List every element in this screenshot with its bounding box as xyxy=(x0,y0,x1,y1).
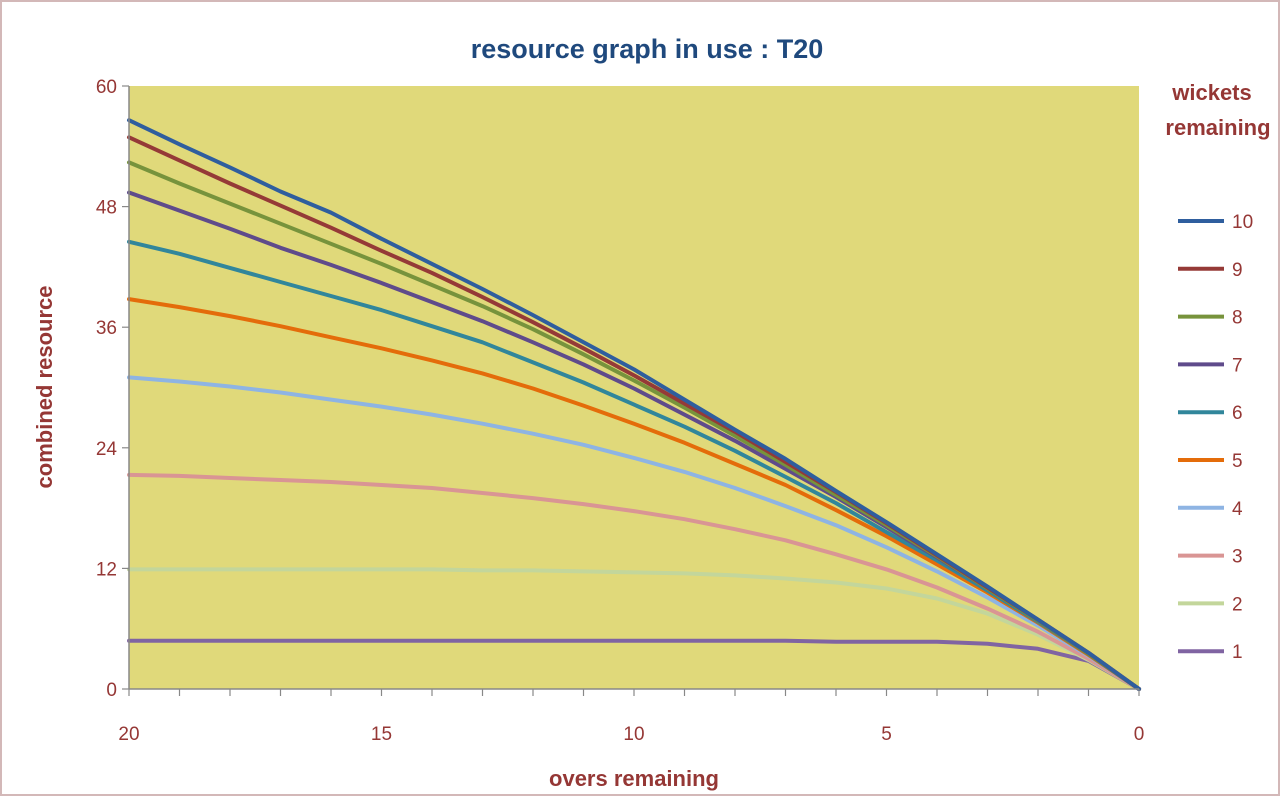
legend: 10 9 8 7 6 5 4 3 2 1 xyxy=(1178,212,1253,663)
x-axis-label: overs remaining xyxy=(549,766,719,791)
series-line-1-wickets xyxy=(127,638,1141,691)
x-tick-label: 20 xyxy=(118,724,139,745)
series-line-5-wickets xyxy=(127,297,1141,691)
legend-title-line-1: wickets xyxy=(1171,80,1252,105)
x-tick-label: 10 xyxy=(623,724,644,745)
legend-label: 4 xyxy=(1232,499,1243,520)
y-tick-label: 60 xyxy=(96,77,117,98)
legend-label: 2 xyxy=(1232,594,1243,615)
legend-label: 1 xyxy=(1232,642,1243,663)
series-layer xyxy=(127,118,1141,691)
y-axis-label: combined resource xyxy=(32,286,57,489)
legend-label: 8 xyxy=(1232,308,1243,329)
legend-item-2: 2 xyxy=(1178,594,1243,615)
series-line-3-wickets xyxy=(127,472,1141,691)
legend-label: 5 xyxy=(1232,451,1243,472)
legend-item-1: 1 xyxy=(1178,642,1243,663)
legend-label: 7 xyxy=(1232,355,1243,376)
series-line-10-wickets xyxy=(127,118,1141,691)
y-tick-label: 0 xyxy=(106,680,117,701)
series-line-2-wickets xyxy=(127,567,1141,691)
legend-item-5: 5 xyxy=(1178,451,1243,472)
legend-label: 9 xyxy=(1232,260,1243,281)
y-tick-label: 36 xyxy=(96,318,117,339)
y-tick-label: 48 xyxy=(96,198,117,219)
legend-label: 3 xyxy=(1232,547,1243,568)
legend-item-9: 9 xyxy=(1178,260,1243,281)
x-tick-label: 0 xyxy=(1134,724,1145,745)
x-tick-label: 5 xyxy=(881,724,892,745)
axes-layer: 0 12 24 36 48 60 20 15 10 5 0 xyxy=(96,77,1144,745)
legend-item-3: 3 xyxy=(1178,547,1243,568)
legend-label: 6 xyxy=(1232,403,1243,424)
legend-label: 10 xyxy=(1232,212,1253,233)
chart-title: resource graph in use : T20 xyxy=(471,34,824,64)
legend-item-4: 4 xyxy=(1178,499,1243,520)
legend-item-7: 7 xyxy=(1178,355,1243,376)
y-tick-label: 24 xyxy=(96,439,118,460)
legend-title-line-2: remaining xyxy=(1165,115,1270,140)
legend-item-8: 8 xyxy=(1178,308,1243,329)
legend-item-10: 10 xyxy=(1178,212,1253,233)
x-tick-label: 15 xyxy=(371,724,392,745)
series-line-6-wickets xyxy=(127,239,1141,691)
y-tick-label: 12 xyxy=(96,559,117,580)
legend-item-6: 6 xyxy=(1178,403,1243,424)
series-line-4-wickets xyxy=(127,375,1141,691)
